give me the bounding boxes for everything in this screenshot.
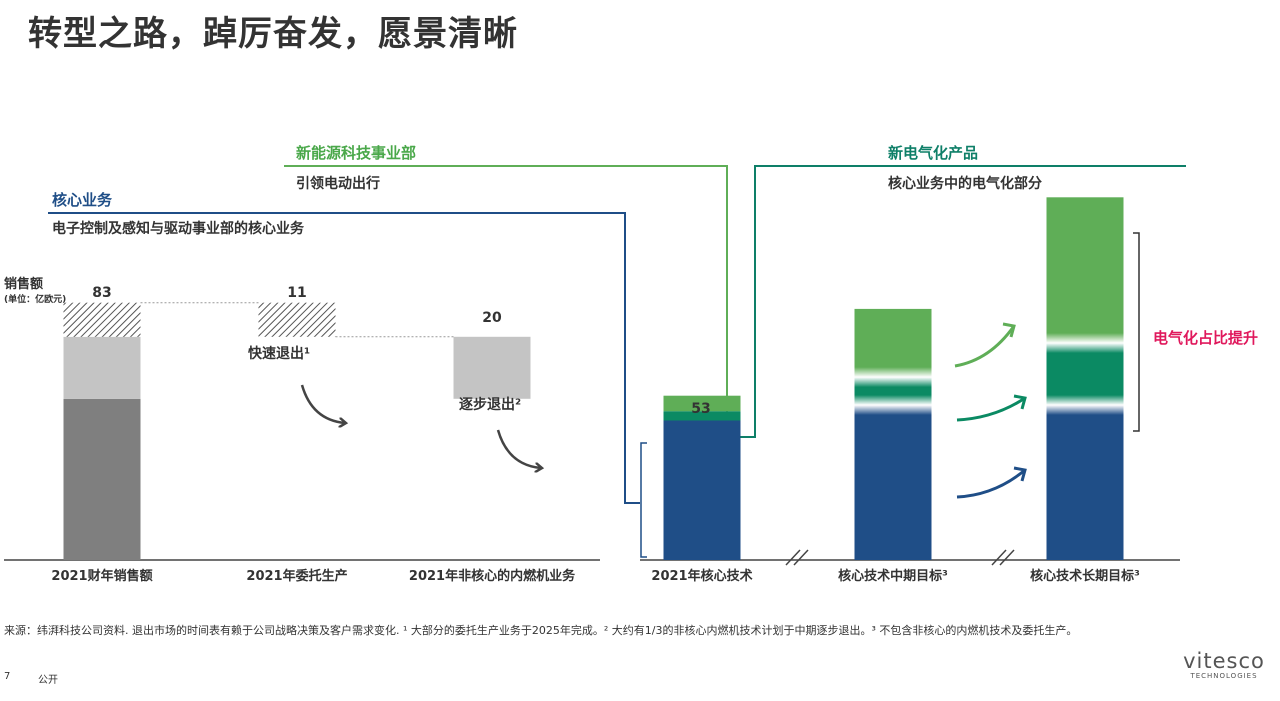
bar-long-term-target-fade-1: [1046, 395, 1124, 415]
bar-mid-term-target-fade-2: [854, 367, 932, 388]
bar-fy2021-core-segment: [63, 398, 141, 560]
growth-arrow-dark-green-icon: [956, 396, 1026, 422]
bar-long-term-target-core: [1046, 405, 1124, 560]
growth-arrows: [954, 322, 1027, 499]
logo-wordmark: vitesco: [1183, 649, 1265, 673]
note-fast-exit: 快速退出¹: [248, 345, 310, 362]
new-energy-section-line: [284, 165, 728, 420]
category-label-core-tech-2021: 2021年核心技术: [651, 568, 752, 584]
page-number: 7: [4, 671, 11, 682]
growth-arrow-light-green-icon: [954, 325, 1016, 368]
value-label-fy2021-sales: 83: [92, 285, 111, 301]
growth-arrow-blue-icon: [956, 468, 1026, 499]
category-label-long-term-target: 核心技术长期目标³: [1030, 568, 1140, 584]
bars-layer: [63, 197, 1124, 560]
bar-contract-mfg-exit: [258, 302, 336, 337]
new-energy-section-title: 新能源科技事业部: [296, 144, 416, 162]
bar-fy2021-contract-mfg-segment: [63, 302, 141, 337]
new-energy-section-subtitle: 引领电动出行: [296, 175, 380, 192]
axis-break-2: [991, 549, 1015, 566]
value-label-core-tech-2021: 53: [691, 401, 710, 417]
gradual-exit-arrow-icon: [496, 429, 541, 468]
growth-arrow-dark-green-head-icon: [1013, 394, 1027, 410]
vitesco-logo: vitesco TECHNOLOGIES: [1176, 650, 1272, 680]
core-section-subtitle: 电子控制及感知与驱动事业部的核心业务: [52, 220, 305, 237]
bar-long-term-target-dark-green: [1046, 343, 1124, 405]
category-label-contract-mfg: 2021年委托生产: [246, 568, 347, 584]
fast-exit-arrow-icon: [300, 384, 345, 423]
bar-core-tech-2021-core: [663, 420, 741, 560]
classification-label: 公开: [38, 675, 58, 686]
footnote: 来源：纬湃科技公司资料. 退出市场的时间表有赖于公司战略决策及客户需求变化. ¹…: [4, 624, 1078, 637]
category-label-noncore-ice: 2021年非核心的内燃机业务: [409, 568, 576, 584]
electrification-section-title: 新电气化产品: [888, 144, 978, 162]
category-label-fy2021-sales: 2021财年销售额: [51, 568, 152, 584]
note-gradual-exit: 逐步退出²: [459, 396, 521, 413]
electrification-section-line: [740, 165, 1186, 438]
y-axis-label: 销售额: [4, 276, 43, 292]
category-label-mid-term-target: 核心技术中期目标³: [838, 568, 948, 584]
bar-fy2021-noncore-ice-segment: [63, 336, 141, 399]
value-label-noncore-ice: 20: [482, 310, 502, 326]
electrification-bracket: [1133, 232, 1140, 432]
bar-mid-term-target-fade-1: [854, 395, 932, 415]
value-label-contract-mfg: 11: [287, 285, 306, 301]
bar-mid-term-target-light-green: [854, 308, 932, 378]
growth-arrow-light-green-head-icon: [1002, 322, 1016, 338]
bar-mid-term-target-core: [854, 405, 932, 560]
bar-core-tech-2021-light-green: [663, 395, 741, 412]
bar-long-term-target-fade-2: [1046, 333, 1124, 353]
axis-break-1: [785, 549, 809, 566]
core-section-line: [48, 212, 640, 504]
bar-long-term-target-light-green: [1046, 197, 1124, 343]
electrification-annotation: 电气化占比提升: [1153, 329, 1258, 347]
bar-noncore-ice-exit: [453, 336, 531, 399]
y-axis-unit: (单位：亿欧元): [4, 293, 66, 305]
growth-arrow-blue-head-icon: [1013, 466, 1027, 482]
electrification-section-subtitle: 核心业务中的电气化部分: [888, 175, 1042, 192]
core-section-title: 核心业务: [52, 191, 113, 209]
logo-tagline: TECHNOLOGIES: [1190, 672, 1258, 680]
core-tech-bracket: [640, 442, 647, 558]
page-title: 转型之路，踔厉奋发，愿景清晰: [28, 14, 518, 54]
bar-core-tech-2021-dark-green: [663, 411, 741, 421]
